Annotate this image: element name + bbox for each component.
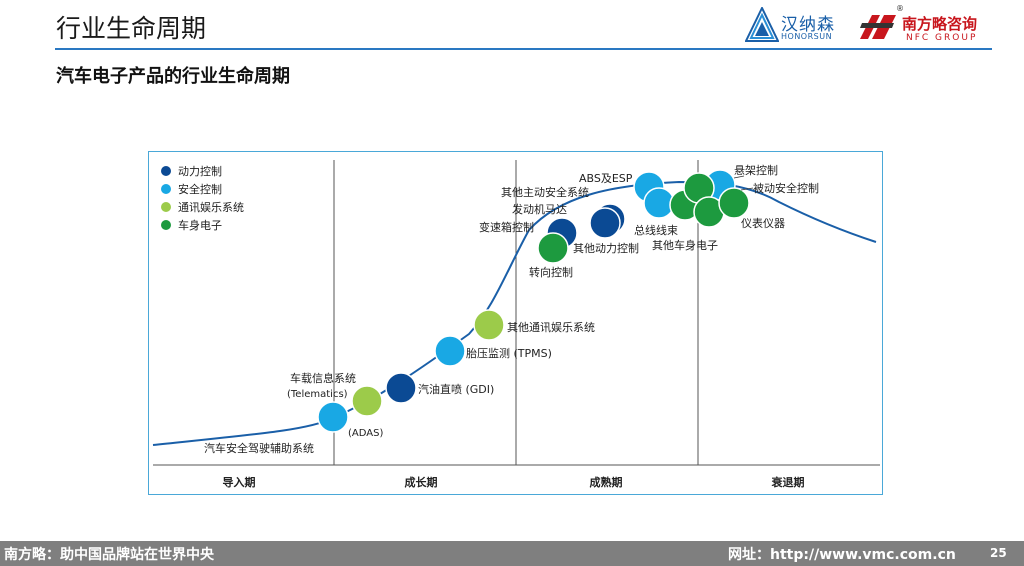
node-other-infotainment: [473, 309, 505, 341]
nfc-logo-icon: [860, 15, 896, 39]
header-divider: [55, 48, 992, 50]
label-other-body: 其他车身电子: [652, 238, 718, 252]
phase-label-maturity: 成熟期: [590, 475, 623, 489]
label-telematics-abbr: (Telematics): [287, 389, 348, 400]
phase-label-intro: 导入期: [223, 475, 256, 489]
node-bus: [589, 207, 621, 239]
label-other-safety: 其他主动安全系统: [501, 185, 589, 199]
label-other-power: 其他动力控制: [573, 241, 639, 255]
node-steering: [537, 232, 569, 264]
leader-suspension: [733, 175, 745, 179]
honorsun-logo-en: HONORSUN: [781, 32, 833, 41]
leader-passive: [740, 187, 754, 191]
footer-bar: 南方略：助中国品牌站在世界中央 网址：http://www.vmc.com.cn…: [0, 541, 1024, 566]
node-adas: [317, 401, 349, 433]
nfc-reg-mark: ®: [896, 4, 904, 13]
nfc-logo: ® 南方略咨询 NFC GROUP: [858, 4, 988, 45]
label-gdi: 汽油直喷 (GDI): [418, 382, 494, 396]
node-gdi: [385, 372, 417, 404]
legend-dot-safety: [161, 184, 171, 194]
page-title: 行业生命周期: [56, 14, 207, 43]
nfc-logo-en: NFC GROUP: [906, 33, 978, 43]
legend: 动力控制 安全控制 通讯娱乐系统 车身电子: [161, 164, 244, 232]
label-tpms: 胎压监测 (TPMS): [466, 346, 552, 360]
honorsun-logo-icon: [744, 5, 780, 42]
section-subtitle: 汽车电子产品的行业生命周期: [56, 66, 290, 87]
label-steering: 转向控制: [529, 265, 573, 279]
label-suspension: 悬架控制: [734, 163, 778, 177]
label-instruments: 仪表仪器: [741, 216, 785, 230]
phase-label-growth: 成长期: [405, 475, 438, 489]
lifecycle-diagram-canvas: 动力控制 安全控制 通讯娱乐系统 车身电子 汽车安全驾驶辅助系统 (ADAS): [152, 160, 880, 489]
label-adas-abbr: (ADAS): [348, 428, 383, 439]
label-bus: 总线线束: [634, 223, 678, 237]
node-instruments: [718, 187, 750, 219]
node-tpms: [434, 335, 466, 367]
footer-website[interactable]: 网址：http://www.vmc.com.cn: [728, 547, 956, 563]
label-passive-safety: 被动安全控制: [753, 181, 819, 195]
honorsun-logo: 汉纳森 HONORSUN: [744, 5, 845, 45]
phase-label-decline: 衰退期: [771, 475, 805, 489]
legend-dot-infotainment: [161, 202, 171, 212]
legend-dot-body: [161, 220, 171, 230]
label-other-infotainment: 其他通讯娱乐系统: [507, 320, 595, 334]
lifecycle-diagram: 动力控制 安全控制 通讯娱乐系统 车身电子 汽车安全驾驶辅助系统 (ADAS): [148, 151, 883, 495]
label-transmission: 变速箱控制: [479, 220, 534, 234]
legend-label-safety: 安全控制: [178, 182, 222, 196]
node-telematics: [351, 385, 383, 417]
footer-slogan: 南方略：助中国品牌站在世界中央: [4, 547, 214, 563]
page-number: 25: [990, 546, 1007, 560]
label-engine: 发动机马达: [512, 202, 567, 216]
legend-label-infotainment: 通讯娱乐系统: [178, 200, 244, 214]
legend-dot-power: [161, 166, 171, 176]
honorsun-logo-cn: 汉纳森: [781, 15, 835, 35]
legend-label-body: 车身电子: [178, 218, 222, 232]
label-abs-esp: ABS及ESP: [579, 172, 633, 185]
label-adas-name: 汽车安全驾驶辅助系统: [204, 441, 314, 455]
legend-label-power: 动力控制: [178, 164, 222, 178]
nfc-logo-cn: 南方略咨询: [902, 15, 978, 33]
label-telematics-name: 车载信息系统: [290, 371, 356, 385]
